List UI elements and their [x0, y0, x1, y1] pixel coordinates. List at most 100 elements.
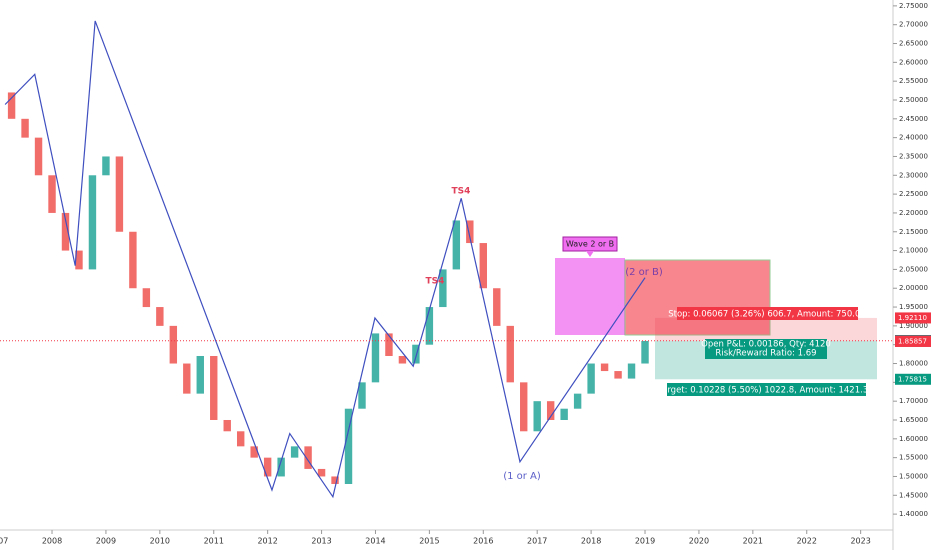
target-label: Target: 0.10228 (5.50%) 1022.8, Amount: … [657, 386, 873, 396]
candle [115, 156, 124, 232]
candle [236, 431, 245, 447]
candle [263, 457, 272, 477]
price-label-box [895, 312, 931, 324]
annotation: (2 or B) [625, 267, 663, 278]
candle [546, 401, 555, 420]
annotation: (1 or A) [503, 471, 541, 482]
annotation: TS4 [426, 277, 445, 287]
y-tick-label: 2.25000 [899, 190, 928, 198]
price-label: 1.92110 [898, 314, 927, 322]
candle [385, 333, 393, 356]
y-tick-label: 1.65000 [899, 416, 928, 424]
candle [304, 446, 312, 469]
candle [7, 92, 16, 119]
y-tick-label: 2.60000 [899, 58, 928, 66]
candle [210, 355, 218, 420]
candle [183, 363, 191, 394]
candle [156, 307, 164, 326]
x-tick-label: 2009 [96, 537, 116, 546]
candle [331, 476, 339, 484]
stop-label-box [677, 307, 858, 320]
y-tick-label: 1.70000 [899, 397, 928, 405]
x-tick-label: 2011 [204, 537, 224, 546]
y-tick-label: 1.45000 [899, 491, 928, 499]
y-tick-label: 2.05000 [899, 265, 928, 273]
candle [358, 382, 366, 409]
candle [34, 137, 43, 176]
candle [398, 355, 407, 364]
candle [290, 446, 299, 458]
candle [627, 363, 636, 379]
ratio-label: Risk/Reward Ratio: 1.69 [715, 349, 816, 359]
candle [452, 220, 461, 270]
candle [587, 363, 595, 394]
x-tick-label: 2018 [581, 537, 601, 546]
y-tick-label: 2.35000 [899, 152, 928, 160]
x-tick-label: 07 [0, 537, 8, 546]
y-tick-label: 2.45000 [899, 115, 928, 123]
y-tick-label: 1.55000 [899, 454, 928, 462]
y-tick-label: 2.15000 [899, 228, 928, 236]
x-tick-label: 2017 [527, 537, 547, 546]
candle [129, 231, 137, 289]
y-tick-label: 1.80000 [899, 360, 928, 368]
candle [425, 307, 434, 345]
y-tick-label: 2.20000 [899, 209, 928, 217]
candle [371, 333, 380, 383]
price-label-box [895, 373, 931, 385]
y-tick-label: 2.10000 [899, 247, 928, 255]
candle [614, 371, 622, 379]
candle [412, 344, 420, 364]
callout-pointer [586, 251, 594, 257]
x-tick-label: 2020 [689, 537, 709, 546]
candle [196, 355, 204, 394]
candle [61, 212, 70, 251]
candle [479, 243, 487, 289]
x-tick-label: 2022 [797, 537, 817, 546]
price-label-box [895, 335, 931, 347]
x-tick-label: 2013 [311, 537, 331, 546]
wave-line [4, 20, 646, 499]
y-tick-label: 1.50000 [899, 472, 928, 480]
candle [21, 118, 29, 138]
y-tick-label: 2.55000 [899, 77, 928, 85]
x-tick-label: 2015 [419, 537, 439, 546]
wave-box [555, 258, 625, 335]
x-tick-label: 2023 [850, 537, 870, 546]
y-tick-label: 2.30000 [899, 171, 928, 179]
price-label: 1.85857 [898, 337, 927, 345]
y-tick-label: 2.75000 [899, 2, 928, 10]
candle [344, 408, 353, 484]
candle [573, 393, 582, 409]
candle [439, 269, 447, 308]
candle [88, 175, 97, 270]
x-tick-label: 2019 [635, 537, 655, 546]
y-tick-label: 2.50000 [899, 96, 928, 104]
x-tick-label: 2012 [257, 537, 277, 546]
x-tick-label: 2008 [42, 537, 62, 546]
candle [641, 340, 649, 364]
callout: Wave 2 or B [566, 240, 614, 249]
stop-label: Stop: 0.06067 (3.26%) 606.7, Amount: 750… [668, 310, 866, 320]
candle [277, 457, 285, 477]
candle [506, 325, 514, 383]
candle [533, 401, 541, 432]
y-tick-label: 2.65000 [899, 40, 928, 48]
candle [493, 288, 501, 326]
candle [48, 175, 56, 213]
y-tick-label: 1.90000 [899, 322, 928, 330]
x-tick-label: 2010 [150, 537, 170, 546]
pnl-label: Open P&L: 0.00186, Qty: 4120 [701, 340, 831, 350]
pnl-box [705, 339, 827, 359]
x-tick-label: 2021 [743, 537, 763, 546]
candle [102, 156, 110, 176]
y-tick-label: 2.70000 [899, 21, 928, 29]
candle [142, 288, 151, 308]
y-tick-label: 2.00000 [899, 284, 928, 292]
stop-box [624, 259, 771, 336]
candle [466, 220, 474, 244]
y-tick-label: 2.40000 [899, 134, 928, 142]
candle [169, 325, 178, 364]
candle [520, 382, 528, 432]
